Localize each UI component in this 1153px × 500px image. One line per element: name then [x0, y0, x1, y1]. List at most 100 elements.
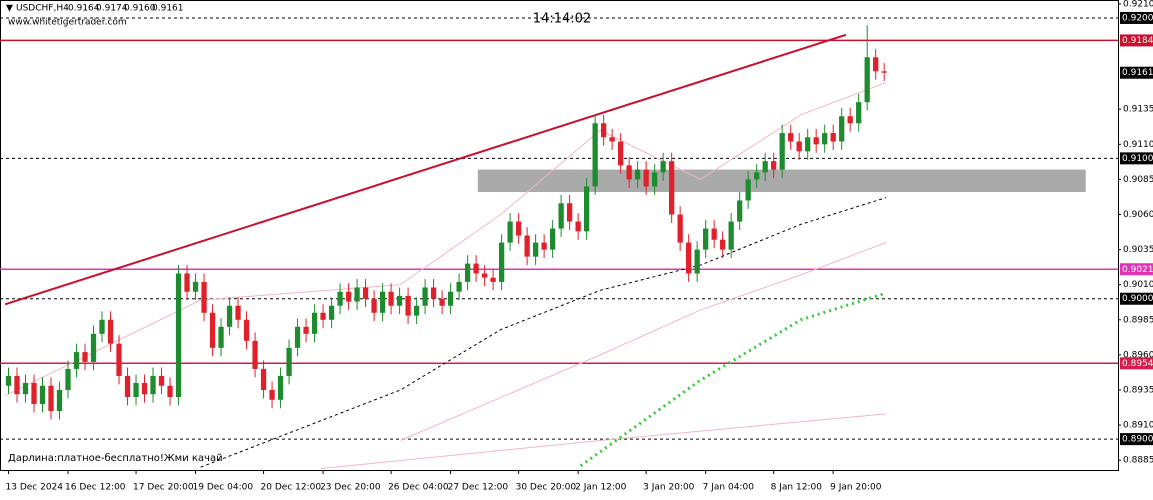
- candle-body: [201, 281, 207, 313]
- candle-body: [345, 291, 352, 302]
- y-tick-label: 0.8885: [1123, 456, 1153, 466]
- x-tick-label: 23 Dec 20:00: [320, 483, 381, 493]
- candle-body: [711, 228, 717, 240]
- candle-body: [192, 281, 199, 292]
- candle-body: [745, 179, 751, 201]
- candle-body: [822, 133, 828, 145]
- candle-body: [209, 312, 216, 348]
- candle-body: [686, 242, 692, 274]
- candle-body: [430, 287, 437, 299]
- candle-body: [464, 263, 471, 282]
- level-label: 0.9000: [1122, 294, 1153, 304]
- x-tick-label: 19 Dec 04:00: [193, 483, 254, 493]
- indicator-line: [579, 291, 887, 468]
- candle-body: [600, 123, 607, 138]
- candle-body: [269, 389, 275, 400]
- x-tick-label: 9 Jan 20:00: [830, 483, 882, 493]
- level-label: 0.9021: [1122, 265, 1153, 275]
- x-tick-label: 2 Jan 12:00: [575, 483, 627, 493]
- level-label: 0.8954: [1122, 359, 1153, 369]
- candle-body: [703, 228, 709, 250]
- candle-body: [541, 242, 547, 250]
- candle-body: [362, 287, 369, 299]
- candle-body: [669, 161, 675, 215]
- candle-body: [286, 347, 292, 376]
- candle-body: [82, 352, 88, 362]
- indicator-line: [200, 197, 887, 468]
- candle-body: [371, 298, 377, 313]
- candle-body: [22, 382, 29, 395]
- candle-body: [158, 375, 165, 386]
- candle-body: [728, 221, 734, 250]
- candle-body: [48, 385, 54, 412]
- candle-body: [771, 161, 777, 170]
- candle-body: [796, 141, 802, 152]
- candle-body: [65, 368, 71, 390]
- candle-body: [90, 333, 97, 362]
- candle-body: [175, 273, 182, 398]
- candle-body: [618, 141, 624, 166]
- indicator-line: [320, 413, 886, 470]
- candle-body: [643, 169, 649, 187]
- x-tick-label: 7 Jan 04:00: [703, 483, 755, 493]
- ohlc-value: 0.9161: [152, 4, 184, 14]
- candle-body: [422, 287, 428, 306]
- candle-body: [652, 172, 658, 187]
- candle-body: [805, 137, 811, 152]
- candle-body: [566, 203, 573, 222]
- candle-body: [626, 165, 632, 180]
- x-tick-label: 13 Dec 2024: [6, 483, 64, 493]
- candle-body: [575, 221, 581, 232]
- candle-body: [124, 375, 131, 398]
- level-box: [1120, 357, 1153, 370]
- level-label: 0.9200: [1122, 13, 1153, 23]
- candle-body: [481, 273, 488, 278]
- plot-frame: [0, 0, 1119, 471]
- candle-body: [660, 161, 666, 173]
- x-tick-label: 27 Dec 12:00: [448, 483, 509, 493]
- candle-body: [116, 343, 122, 376]
- level-box: [1120, 11, 1153, 24]
- clock: 14:14:02: [533, 12, 591, 27]
- y-tick-label: 0.9010: [1123, 280, 1153, 290]
- level-box: [1120, 152, 1153, 165]
- candle-body: [694, 249, 700, 274]
- candle-body: [388, 291, 394, 306]
- y-tick-label: 0.9135: [1123, 105, 1153, 115]
- level-box: [1120, 433, 1153, 446]
- candle-body: [235, 305, 241, 320]
- level-box: [1120, 292, 1153, 305]
- candle-body: [720, 239, 726, 250]
- candle-body: [396, 295, 403, 306]
- candle-body: [252, 340, 258, 369]
- candle-body: [813, 137, 819, 145]
- y-tick-label: 0.8985: [1123, 315, 1153, 325]
- candle-body: [277, 375, 284, 400]
- x-tick-label: 20 Dec 12:00: [261, 483, 322, 493]
- candle-body: [524, 235, 530, 257]
- ohlc-value: 0.9160: [124, 4, 156, 14]
- x-tick-label: 8 Jan 12:00: [771, 483, 823, 493]
- candle-body: [839, 116, 845, 142]
- candle-body: [515, 221, 522, 236]
- ohlc-value: 0.9174: [96, 4, 128, 14]
- candle-body: [677, 214, 683, 243]
- candle-body: [856, 102, 862, 124]
- candle-body: [337, 291, 343, 306]
- candle-body: [226, 305, 233, 327]
- x-tick-label: 3 Jan 20:00: [643, 483, 695, 493]
- candle-body: [405, 295, 411, 316]
- y-tick-label: 0.9210: [1123, 0, 1153, 9]
- level-label: 0.8900: [1122, 435, 1153, 445]
- level-label: 0.9161: [1122, 68, 1153, 78]
- candle-body: [294, 326, 301, 348]
- candle-body: [490, 277, 496, 282]
- candle-body: [558, 203, 564, 229]
- candle-body: [583, 186, 590, 232]
- candle-body: [320, 312, 326, 320]
- candle-body: [31, 382, 37, 405]
- candle-body: [133, 382, 139, 398]
- indicator-line: [4, 82, 887, 397]
- candle-body: [609, 137, 615, 142]
